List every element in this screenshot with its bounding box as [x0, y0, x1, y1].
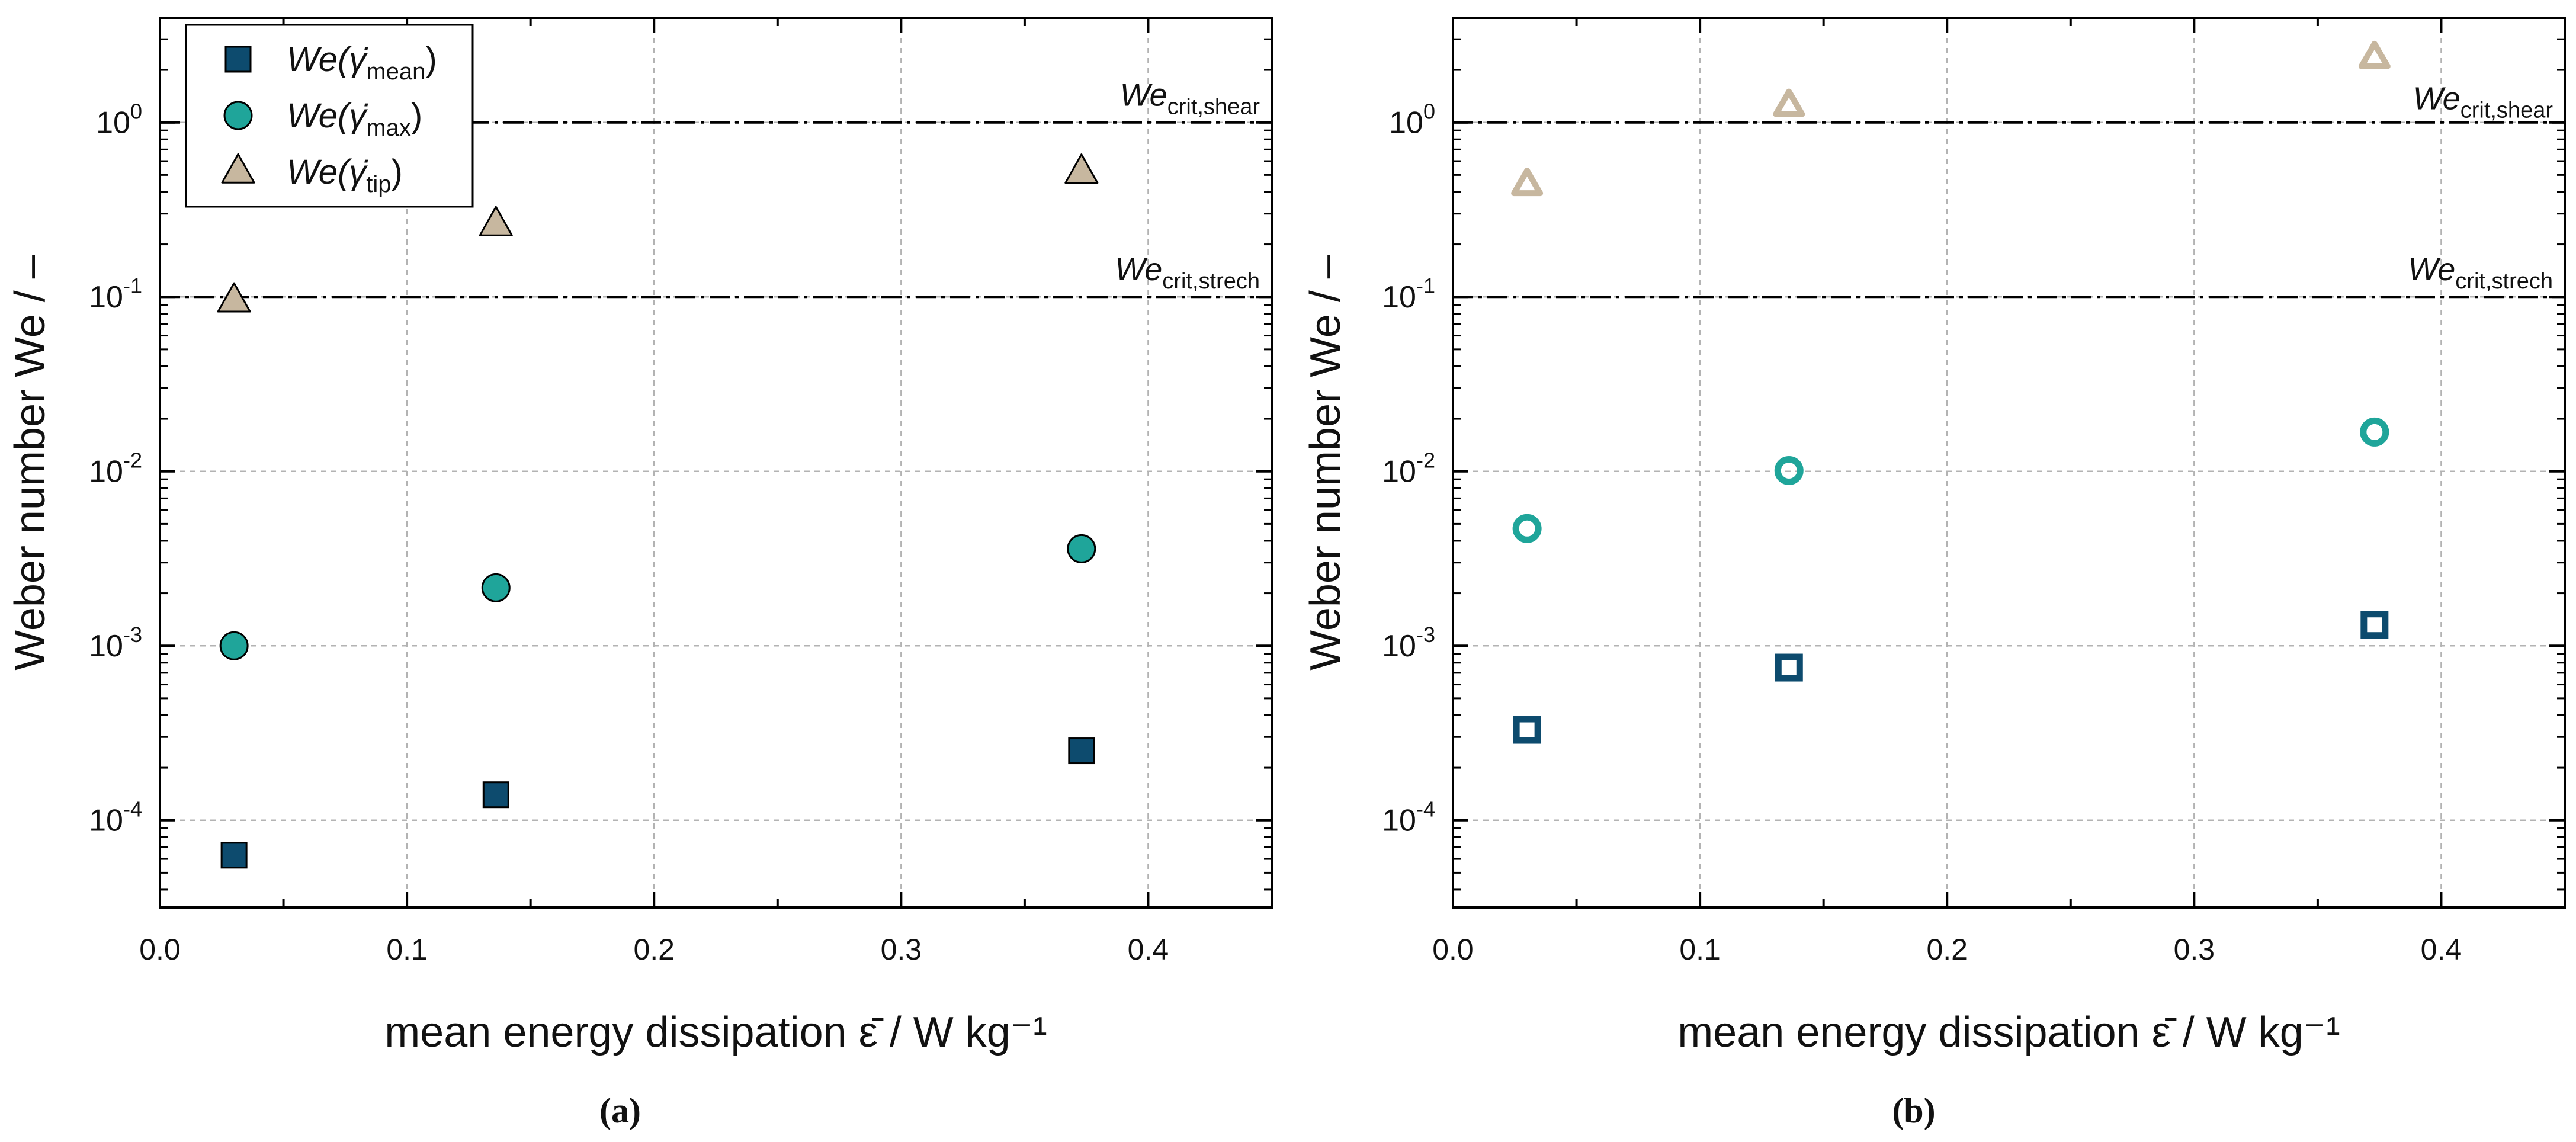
x-tick-label: 0.3 [2174, 933, 2215, 966]
legend-label-tip: We(γ̇tip) [287, 153, 403, 197]
data-point-tip-1 [217, 282, 251, 313]
x-axis-label: mean energy dissipation ε̄ / W kg⁻¹ [384, 1009, 1047, 1056]
x-tick-label: 0.2 [1926, 933, 1968, 966]
plot-frame [1452, 17, 2566, 909]
legend: We(γ̇mean) We(γ̇max) We(γ̇tip) [185, 24, 474, 208]
y-tick-label: 10-2 [89, 448, 142, 489]
y-tick-label: 10-3 [1382, 623, 1435, 663]
reference-label-crit-shear: Wecrit,shear [1120, 78, 1260, 120]
x-tick-label: 0.4 [1128, 933, 1169, 966]
x-tick-label: 0.0 [139, 933, 181, 966]
series-tip [217, 153, 1099, 313]
x-tick-label: 0.2 [633, 933, 675, 966]
x-tick-label: 0.0 [1432, 933, 1474, 966]
y-tick-label: 100 [96, 100, 142, 140]
data-point-max-3 [1067, 534, 1096, 563]
data-point-mean-3 [2360, 611, 2389, 639]
data-point-tip-2 [479, 206, 513, 236]
legend-marker-tip [221, 153, 255, 184]
data-point-mean-1 [1513, 716, 1541, 744]
x-tick-label: 0.1 [386, 933, 428, 966]
x-tick-label: 0.3 [881, 933, 922, 966]
y-tick-label: 10-4 [89, 797, 142, 838]
data-point-mean-1 [220, 842, 248, 869]
data-point-mean-2 [482, 781, 509, 809]
series-mean [1513, 611, 2389, 744]
chart-panel-a: Wecrit,shear Wecrit,strech 0.0 0.1 0.2 0.3 0.4… [7, 17, 1273, 1130]
data-point-tip-3 [2358, 40, 2391, 69]
x-tick-label: 0.1 [1679, 933, 1721, 966]
legend-marker-max [223, 101, 253, 130]
series-tip [1511, 40, 2391, 197]
y-tick-label: 100 [1389, 100, 1435, 140]
data-point-max-2 [481, 573, 511, 602]
data-point-max-3 [2360, 417, 2389, 447]
y-tick-label: 10-4 [1382, 797, 1435, 838]
reference-label-crit-shear: Wecrit,shear [2413, 81, 2553, 123]
series-max [1512, 417, 2389, 543]
data-point-tip-3 [1064, 153, 1099, 184]
panel-caption: (b) [1892, 1091, 1935, 1130]
y-tick-label: 10-1 [1382, 274, 1435, 315]
legend-label-max: We(γ̇max) [287, 97, 422, 141]
y-axis-label: Weber number We / – [7, 254, 54, 671]
data-point-tip-1 [1511, 168, 1544, 197]
x-axis-label: mean energy dissipation ε̄ / W kg⁻¹ [1677, 1009, 2340, 1056]
data-point-max-1 [1512, 514, 1542, 543]
data-point-mean-3 [1068, 737, 1095, 765]
data-point-max-2 [1774, 455, 1804, 485]
data-point-mean-2 [1775, 653, 1803, 682]
data-point-max-1 [219, 631, 249, 660]
legend-marker-mean [224, 46, 252, 73]
y-tick-label: 10-1 [89, 274, 142, 315]
y-tick-label: 10-3 [89, 623, 142, 663]
y-tick-label: 10-2 [1382, 448, 1435, 489]
x-tick-label: 0.4 [2421, 933, 2462, 966]
series-mean [220, 737, 1095, 869]
reference-label-crit-strech: Wecrit,strech [1115, 252, 1260, 294]
data-point-tip-2 [1773, 88, 1805, 117]
plot-frame [159, 17, 1273, 909]
panel-caption: (a) [599, 1091, 641, 1130]
y-axis-label: Weber number We / – [1302, 254, 1349, 671]
legend-label-mean: We(γ̇mean) [287, 40, 437, 85]
chart-panel-b: Wecrit,shear Wecrit,strech 0.0 0.1 0.2 0.3 0.4… [1302, 17, 2566, 1130]
reference-label-crit-strech: Wecrit,strech [2408, 252, 2553, 294]
series-max [219, 534, 1096, 660]
